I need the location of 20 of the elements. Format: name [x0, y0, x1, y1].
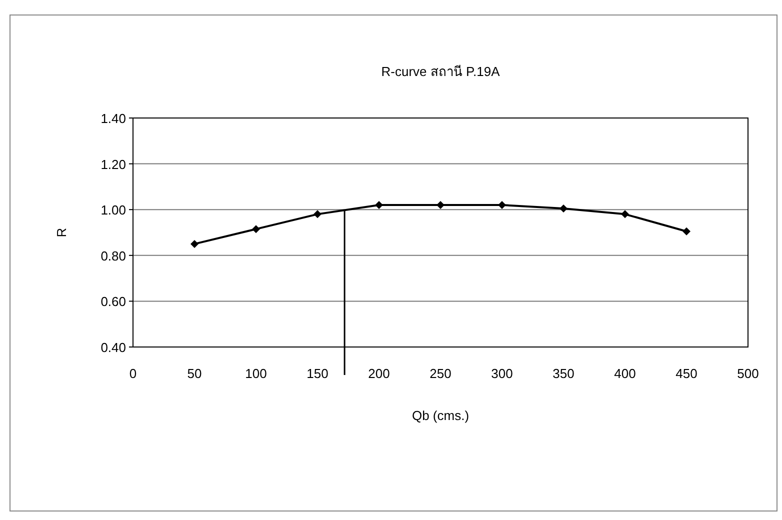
x-tick-label: 350 [552, 366, 574, 381]
y-tick-label: 0.80 [100, 248, 126, 264]
y-tick-label: 0.40 [100, 340, 126, 355]
y-tick-label: 1.40 [100, 111, 126, 126]
x-tick-label: 150 [306, 366, 328, 381]
y-tick-label: 1.00 [100, 202, 126, 218]
y-axis-title: R [54, 228, 69, 238]
x-tick-label: 300 [491, 366, 513, 381]
y-tick-label: 0.60 [100, 294, 126, 310]
y-tick-label: 1.20 [100, 156, 126, 172]
x-axis-title: Qb (cms.) [412, 408, 470, 423]
x-tick-label: 450 [676, 366, 698, 381]
x-tick-label: 50 [187, 366, 202, 381]
x-tick-label: 100 [245, 366, 267, 381]
chart-title: R-curve สถานี P.19A [381, 64, 500, 79]
x-tick-label: 0 [129, 366, 137, 381]
x-tick-label: 500 [737, 366, 759, 381]
x-tick-label: 250 [430, 366, 452, 381]
x-tick-label: 400 [614, 366, 636, 381]
x-tick-label: 200 [368, 366, 390, 381]
